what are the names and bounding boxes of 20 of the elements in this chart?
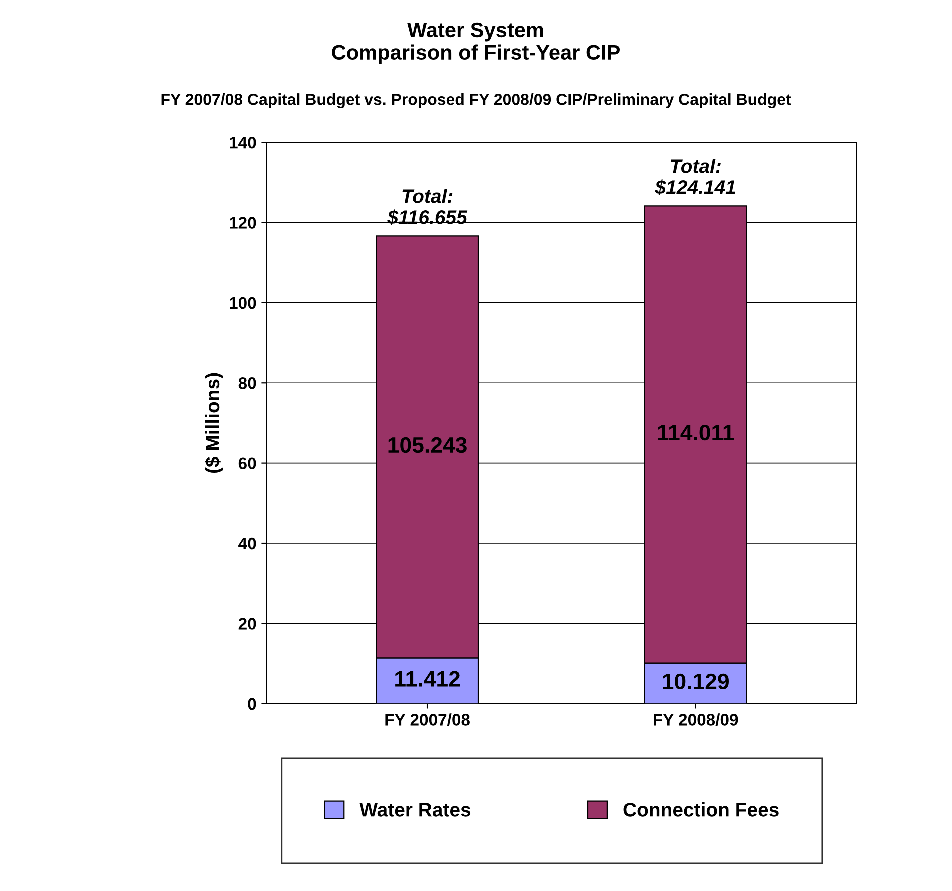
data-label: 114.011 [658,424,734,441]
y-tick-label: 80 [238,378,256,390]
chart-subtitle: FY 2007/08 Capital Budget vs. Proposed FY 2008/09 CIP/Preliminary Capital Budget [162,94,792,109]
data-label: 105.243 [388,437,467,454]
y-tick-label: 120 [230,217,256,229]
y-tick-label: 100 [230,297,256,310]
legend-label: Connection Fees [624,802,779,817]
y-tick-label: 60 [238,458,256,470]
x-tick-label: FY 2007/08 [386,714,470,726]
y-axis-title: ($ Millions) [205,373,224,474]
legend-label: Water Rates [360,803,471,817]
y-tick-label: 40 [238,538,256,550]
data-label: 11.412 [396,671,460,687]
y-tick-label: 20 [238,618,256,630]
chart-title: Water System Comparison of First-Year CIP [332,22,620,64]
data-label: 10.129 [663,674,729,690]
y-tick-label: 0 [248,698,256,710]
total-label: Total: $124.141 [655,159,736,196]
x-tick-label: FY 2008/09 [654,714,738,726]
y-tick-label: 140 [230,136,256,149]
